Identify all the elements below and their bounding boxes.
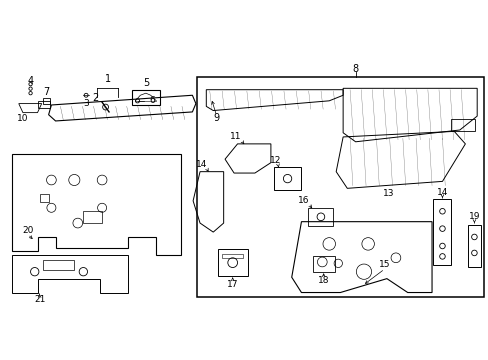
- Text: 12: 12: [269, 156, 281, 165]
- Text: 8: 8: [352, 64, 358, 74]
- Text: 21: 21: [34, 295, 45, 304]
- Text: 3: 3: [83, 99, 89, 108]
- Text: 10: 10: [17, 114, 28, 123]
- Text: 11: 11: [230, 132, 242, 141]
- Text: 2: 2: [92, 93, 98, 103]
- Text: 9: 9: [213, 113, 219, 123]
- Text: 19: 19: [468, 212, 479, 221]
- Text: 15: 15: [378, 260, 390, 269]
- Text: 20: 20: [22, 225, 33, 234]
- Text: 17: 17: [226, 280, 238, 289]
- Text: 4: 4: [27, 76, 34, 86]
- Text: 1: 1: [104, 74, 110, 84]
- Text: 14: 14: [436, 188, 447, 197]
- Text: 7: 7: [43, 87, 50, 97]
- Text: 18: 18: [317, 276, 329, 285]
- Text: 14: 14: [195, 160, 207, 169]
- Text: 13: 13: [383, 189, 394, 198]
- Text: 16: 16: [297, 196, 308, 205]
- Text: 6: 6: [149, 96, 155, 105]
- Text: 5: 5: [142, 78, 149, 88]
